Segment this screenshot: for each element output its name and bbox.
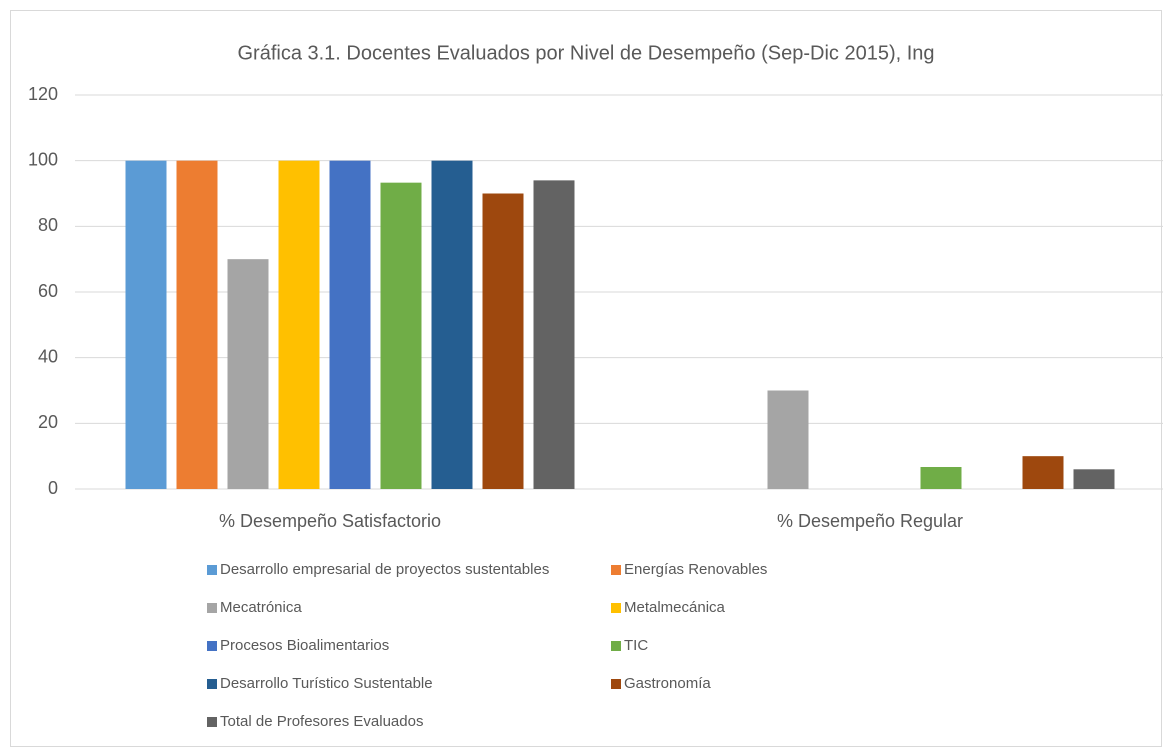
legend-label: Energías Renovables: [624, 561, 767, 578]
legend-swatch: [207, 603, 217, 613]
x-tick-label: % Desempeño Satisfactorio: [219, 511, 441, 531]
legend-swatch: [207, 565, 217, 575]
legend-label: Desarrollo empresarial de proyectos sust…: [220, 561, 549, 578]
legend-label: TIC: [624, 637, 648, 654]
y-tick-label: 60: [38, 281, 58, 301]
bar: [920, 467, 962, 489]
legend-swatch: [207, 641, 217, 651]
y-tick-label: 80: [38, 215, 58, 235]
bar: [1073, 469, 1115, 489]
bar: [1022, 456, 1064, 489]
x-tick-label: % Desempeño Regular: [777, 511, 963, 531]
bar: [533, 180, 575, 489]
y-tick-label: 20: [38, 412, 58, 432]
bar: [767, 390, 809, 489]
bar: [482, 193, 524, 489]
bar: [176, 160, 218, 489]
chart-title: Gráfica 3.1. Docentes Evaluados por Nive…: [237, 42, 934, 64]
bar: [329, 160, 371, 489]
bar: [380, 182, 422, 490]
legend-swatch: [611, 603, 621, 613]
y-tick-label: 40: [38, 346, 58, 366]
legend-swatch: [207, 679, 217, 689]
bar: [227, 259, 269, 489]
bar: [431, 160, 473, 489]
legend-label: Total de Profesores Evaluados: [220, 713, 423, 730]
legend-swatch: [611, 679, 621, 689]
legend-label: Metalmecánica: [624, 599, 726, 616]
y-tick-label: 0: [48, 478, 58, 498]
legend-swatch: [611, 641, 621, 651]
legend-swatch: [207, 717, 217, 727]
bar: [278, 160, 320, 489]
legend-label: Desarrollo Turístico Sustentable: [220, 675, 433, 692]
legend-label: Procesos Bioalimentarios: [220, 637, 389, 654]
legend-label: Gastronomía: [624, 675, 711, 692]
legend-swatch: [611, 565, 621, 575]
legend-label: Mecatrónica: [220, 599, 302, 616]
bar: [125, 160, 167, 489]
y-tick-label: 100: [28, 149, 58, 169]
y-tick-label: 120: [28, 84, 58, 104]
